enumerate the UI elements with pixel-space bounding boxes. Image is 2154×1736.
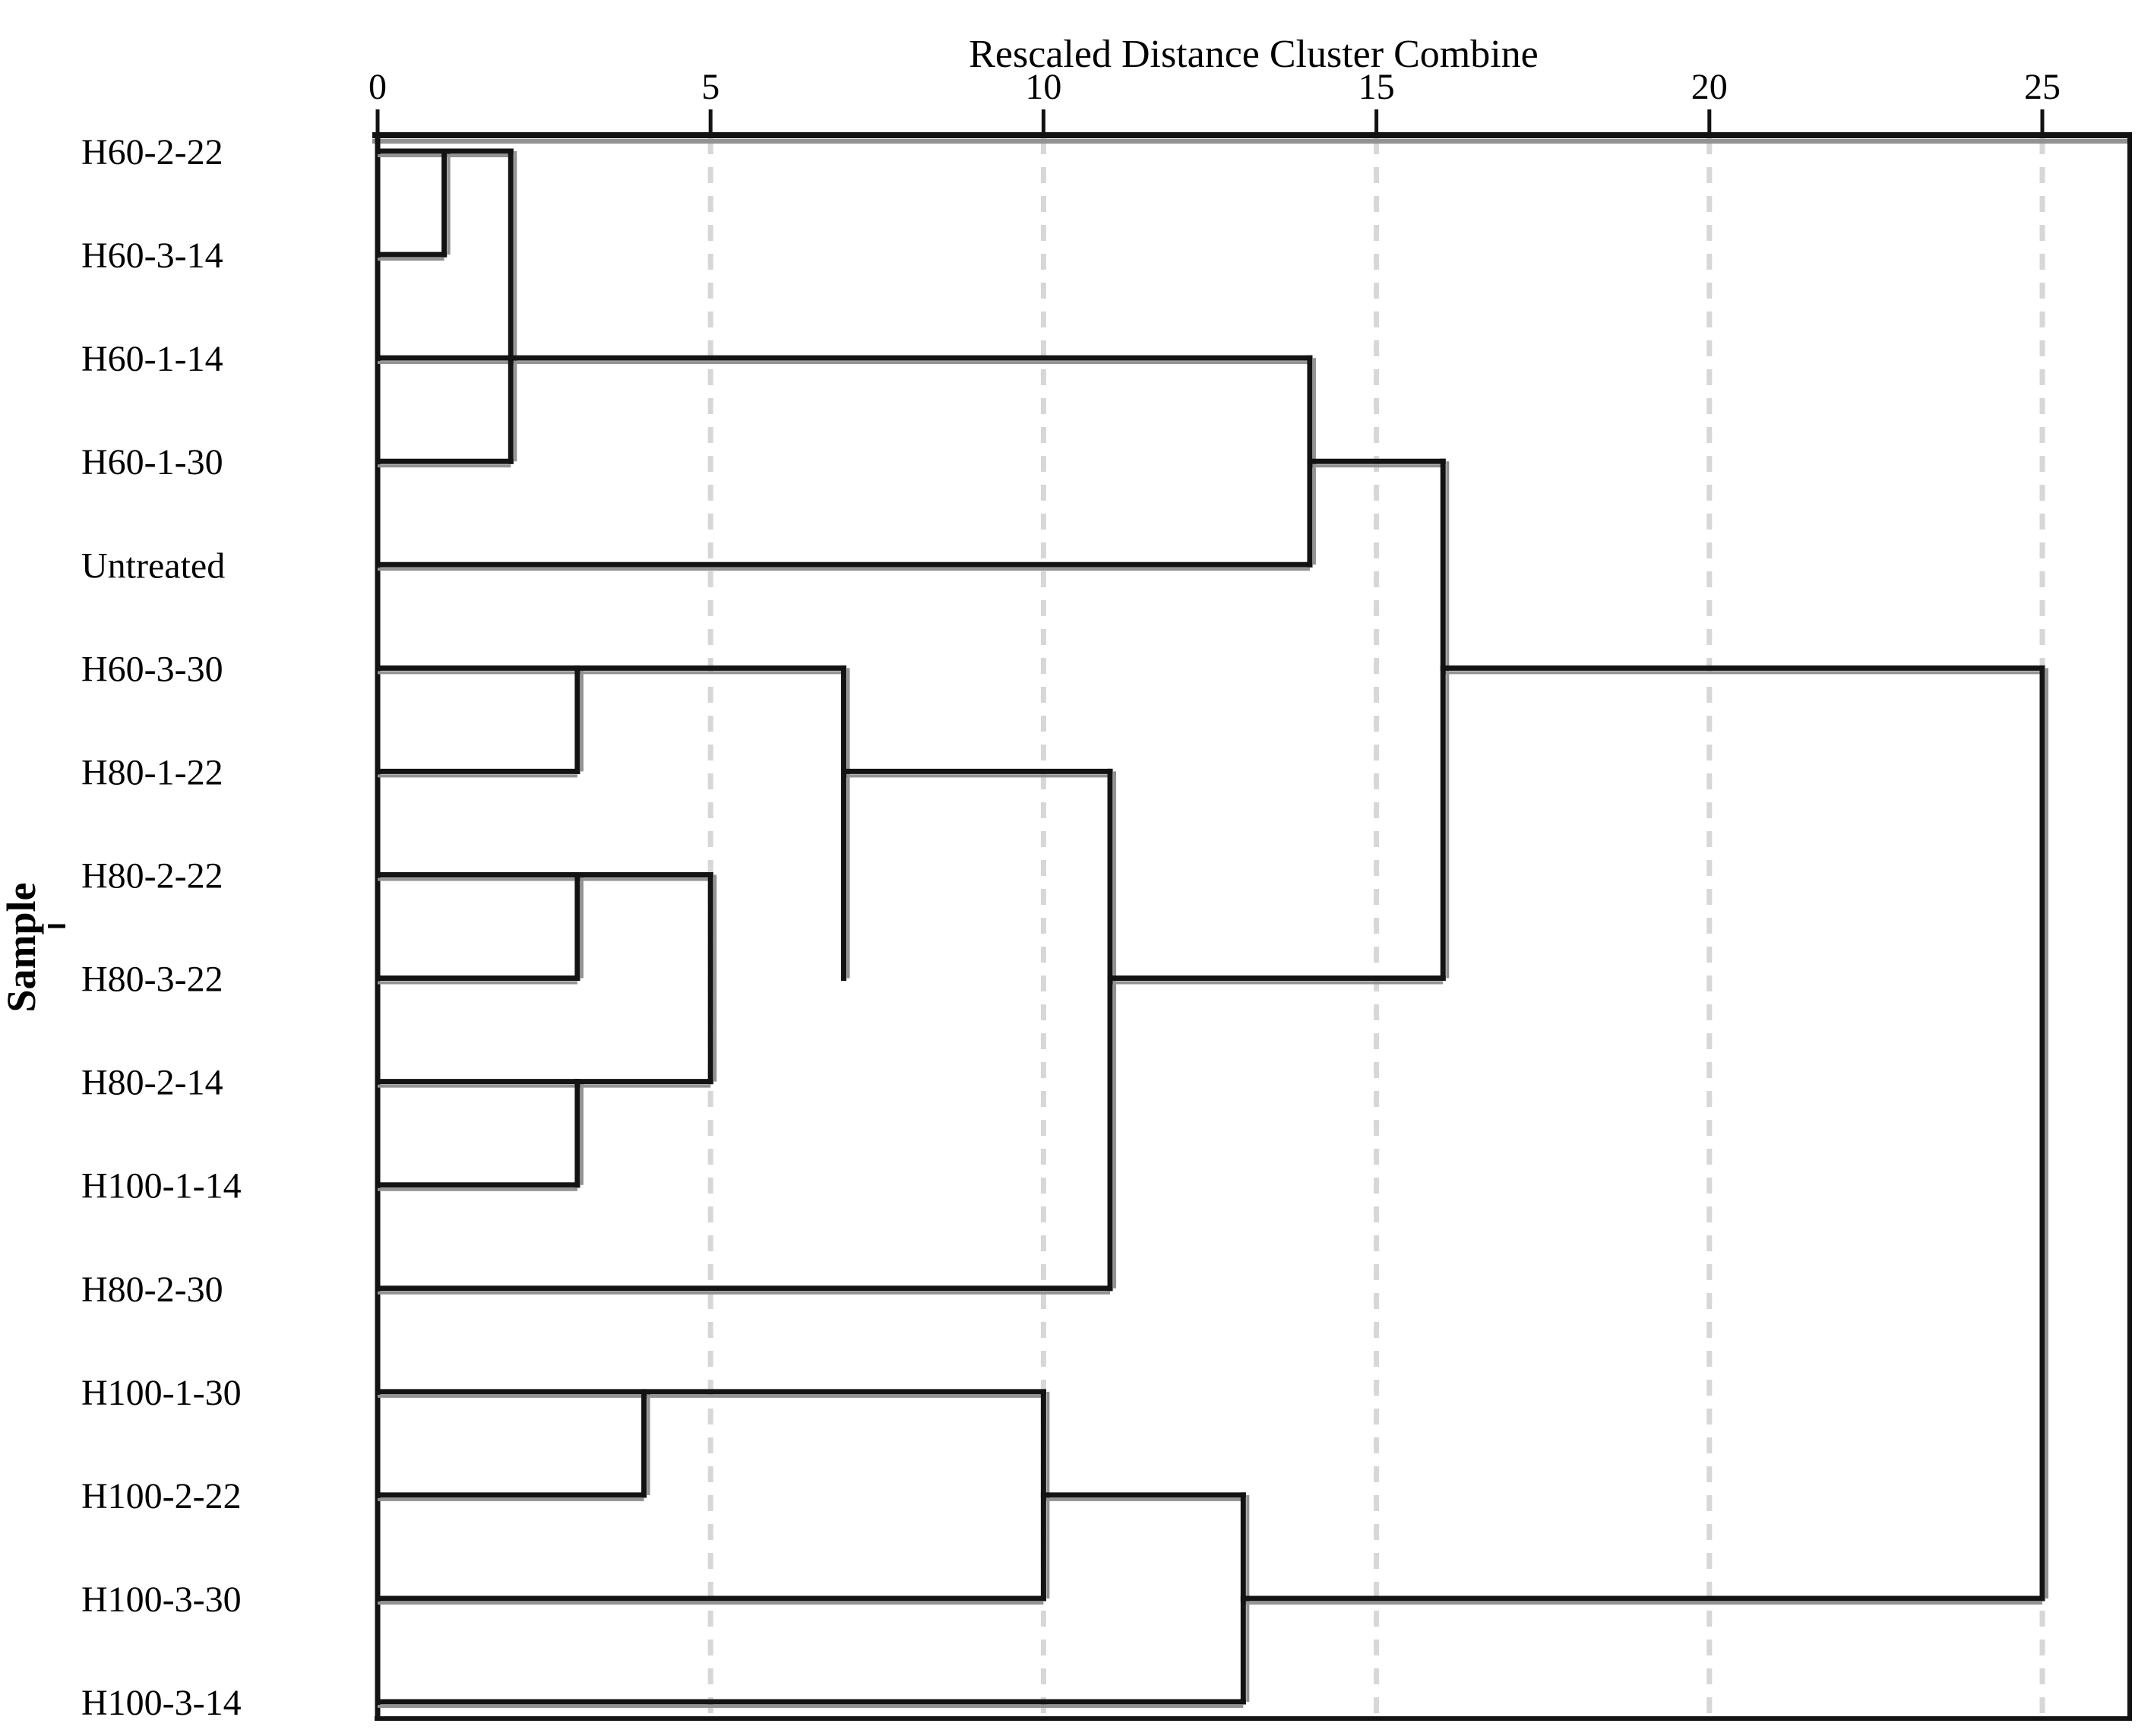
- x-axis-ticks: 0 5 10 15 20 25: [368, 67, 2061, 135]
- dendrogram-lines: [375, 148, 2045, 1705]
- sample-label-H100-3-14: H100-3-14: [81, 1683, 242, 1723]
- sample-label-H60-1-14: H60-1-14: [81, 339, 223, 379]
- sample-label-H60-3-14: H60-3-14: [81, 236, 223, 276]
- tick-label-25: 25: [2024, 67, 2061, 107]
- tick-label-20: 20: [1691, 67, 1728, 107]
- tick-label-5: 5: [701, 67, 720, 107]
- sample-label-Untreated: Untreated: [81, 545, 225, 586]
- sample-label-H60-3-30: H60-3-30: [81, 649, 223, 689]
- sample-label-H80-2-14: H80-2-14: [81, 1063, 223, 1103]
- chart-title: Rescaled Distance Cluster Combine: [969, 33, 1538, 76]
- y-axis-label: Sample: [0, 882, 44, 1012]
- plot-frame: [48, 132, 2132, 1721]
- tick-label-15: 15: [1359, 67, 1395, 107]
- sample-label-H80-2-30: H80-2-30: [81, 1270, 223, 1310]
- sample-label-H60-2-22: H60-2-22: [81, 132, 223, 172]
- sample-label-H60-1-30: H60-1-30: [81, 442, 223, 482]
- sample-label-H100-1-30: H100-1-30: [81, 1373, 242, 1413]
- tick-label-10: 10: [1025, 67, 1061, 107]
- sample-label-H80-1-22: H80-1-22: [81, 752, 223, 792]
- sample-labels: H60-2-22 H60-3-14 H60-1-14 H60-1-30 Untreate…: [81, 132, 242, 1723]
- sample-label-H80-2-22: H80-2-22: [81, 855, 223, 896]
- gridlines: [707, 138, 2045, 1719]
- sample-label-H100-2-22: H100-2-22: [81, 1476, 242, 1516]
- sample-label-H100-1-14: H100-1-14: [81, 1166, 242, 1206]
- sample-label-H80-3-22: H80-3-22: [81, 960, 223, 1000]
- line-shadows: [378, 151, 2048, 1709]
- tick-label-0: 0: [368, 67, 387, 107]
- sample-label-H100-3-30: H100-3-30: [81, 1579, 242, 1620]
